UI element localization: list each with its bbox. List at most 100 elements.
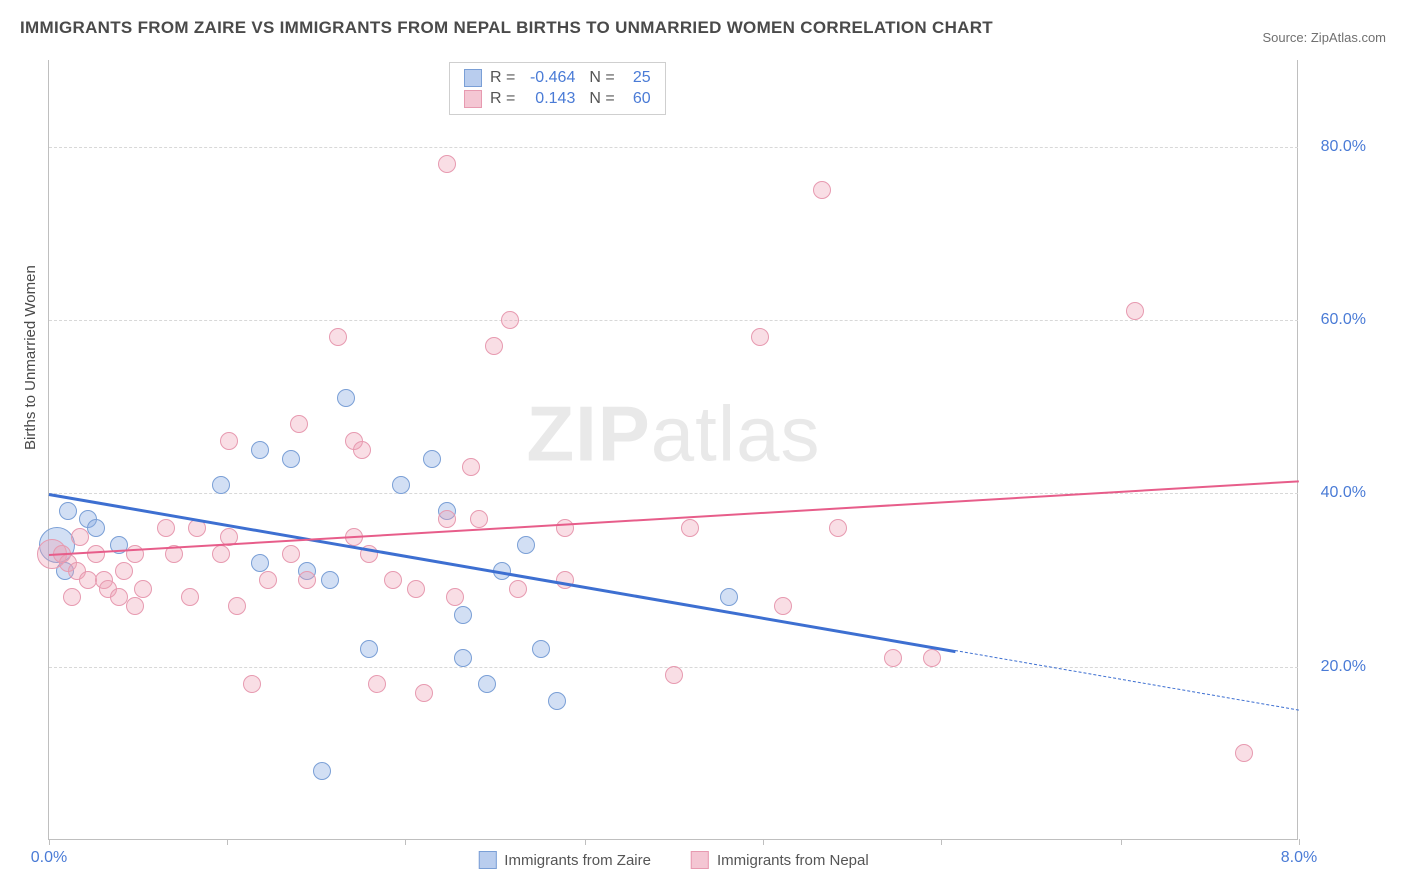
swatch-zaire-icon [478, 851, 496, 869]
scatter-plot-area: ZIPatlas R = -0.464 N = 25 R = 0.143 N =… [48, 60, 1298, 840]
data-point [407, 580, 425, 598]
y-tick-label: 20.0% [1321, 658, 1366, 676]
data-point [438, 155, 456, 173]
x-tick-mark [941, 839, 942, 845]
data-point [485, 337, 503, 355]
x-tick-mark [405, 839, 406, 845]
trend-line [49, 480, 1299, 556]
data-point [360, 640, 378, 658]
chart-title: IMMIGRANTS FROM ZAIRE VS IMMIGRANTS FROM… [20, 18, 993, 38]
data-point [134, 580, 152, 598]
n-value-nepal: 60 [623, 90, 651, 108]
data-point [290, 415, 308, 433]
data-point [532, 640, 550, 658]
data-point [282, 450, 300, 468]
gridline-h [49, 147, 1298, 148]
correlation-legend: R = -0.464 N = 25 R = 0.143 N = 60 [449, 62, 666, 115]
data-point [438, 510, 456, 528]
data-point [509, 580, 527, 598]
legend-row-zaire: R = -0.464 N = 25 [464, 69, 651, 87]
data-point [446, 588, 464, 606]
data-point [813, 181, 831, 199]
x-tick-mark [1121, 839, 1122, 845]
n-value-zaire: 25 [623, 69, 651, 87]
y-tick-label: 80.0% [1321, 138, 1366, 156]
x-tick-mark [585, 839, 586, 845]
source-attribution: Source: ZipAtlas.com [1262, 30, 1386, 45]
data-point [243, 675, 261, 693]
data-point [212, 545, 230, 563]
swatch-zaire [464, 69, 482, 87]
data-point [321, 571, 339, 589]
data-point [115, 562, 133, 580]
x-tick-label: 0.0% [31, 849, 67, 867]
data-point [681, 519, 699, 537]
data-point [329, 328, 347, 346]
data-point [548, 692, 566, 710]
y-axis-label: Births to Unmarried Women [22, 265, 39, 450]
data-point [251, 441, 269, 459]
data-point [63, 588, 81, 606]
data-point [665, 666, 683, 684]
x-tick-label: 8.0% [1281, 849, 1317, 867]
data-point [126, 597, 144, 615]
data-point [71, 528, 89, 546]
data-point [415, 684, 433, 702]
x-tick-mark [763, 839, 764, 845]
data-point [423, 450, 441, 468]
data-point [259, 571, 277, 589]
data-point [87, 519, 105, 537]
data-point [720, 588, 738, 606]
series-legend: Immigrants from Zaire Immigrants from Ne… [478, 851, 868, 869]
data-point [220, 432, 238, 450]
data-point [751, 328, 769, 346]
legend-label-nepal: Immigrants from Nepal [717, 852, 869, 869]
x-tick-mark [227, 839, 228, 845]
data-point [212, 476, 230, 494]
data-point [501, 311, 519, 329]
swatch-nepal-icon [691, 851, 709, 869]
data-point [392, 476, 410, 494]
data-point [923, 649, 941, 667]
data-point [282, 545, 300, 563]
watermark: ZIPatlas [526, 388, 820, 479]
r-value-nepal: 0.143 [523, 90, 575, 108]
data-point [59, 502, 77, 520]
data-point [462, 458, 480, 476]
legend-item-zaire: Immigrants from Zaire [478, 851, 651, 869]
data-point [454, 606, 472, 624]
data-point [556, 571, 574, 589]
data-point [181, 588, 199, 606]
data-point [87, 545, 105, 563]
data-point [829, 519, 847, 537]
legend-row-nepal: R = 0.143 N = 60 [464, 90, 651, 108]
trend-line [49, 493, 956, 653]
data-point [368, 675, 386, 693]
r-value-zaire: -0.464 [523, 69, 575, 87]
right-axis-line [1297, 60, 1298, 839]
data-point [251, 554, 269, 572]
swatch-nepal [464, 90, 482, 108]
data-point [454, 649, 472, 667]
data-point [517, 536, 535, 554]
trend-line [955, 650, 1299, 711]
data-point [1235, 744, 1253, 762]
data-point [1126, 302, 1144, 320]
x-tick-mark [49, 839, 50, 845]
gridline-h [49, 320, 1298, 321]
data-point [157, 519, 175, 537]
data-point [298, 571, 316, 589]
data-point [478, 675, 496, 693]
y-tick-label: 40.0% [1321, 484, 1366, 502]
data-point [337, 389, 355, 407]
data-point [470, 510, 488, 528]
legend-item-nepal: Immigrants from Nepal [691, 851, 869, 869]
data-point [884, 649, 902, 667]
legend-label-zaire: Immigrants from Zaire [504, 852, 651, 869]
data-point [228, 597, 246, 615]
data-point [353, 441, 371, 459]
x-tick-mark [1299, 839, 1300, 845]
data-point [384, 571, 402, 589]
data-point [556, 519, 574, 537]
y-tick-label: 60.0% [1321, 311, 1366, 329]
